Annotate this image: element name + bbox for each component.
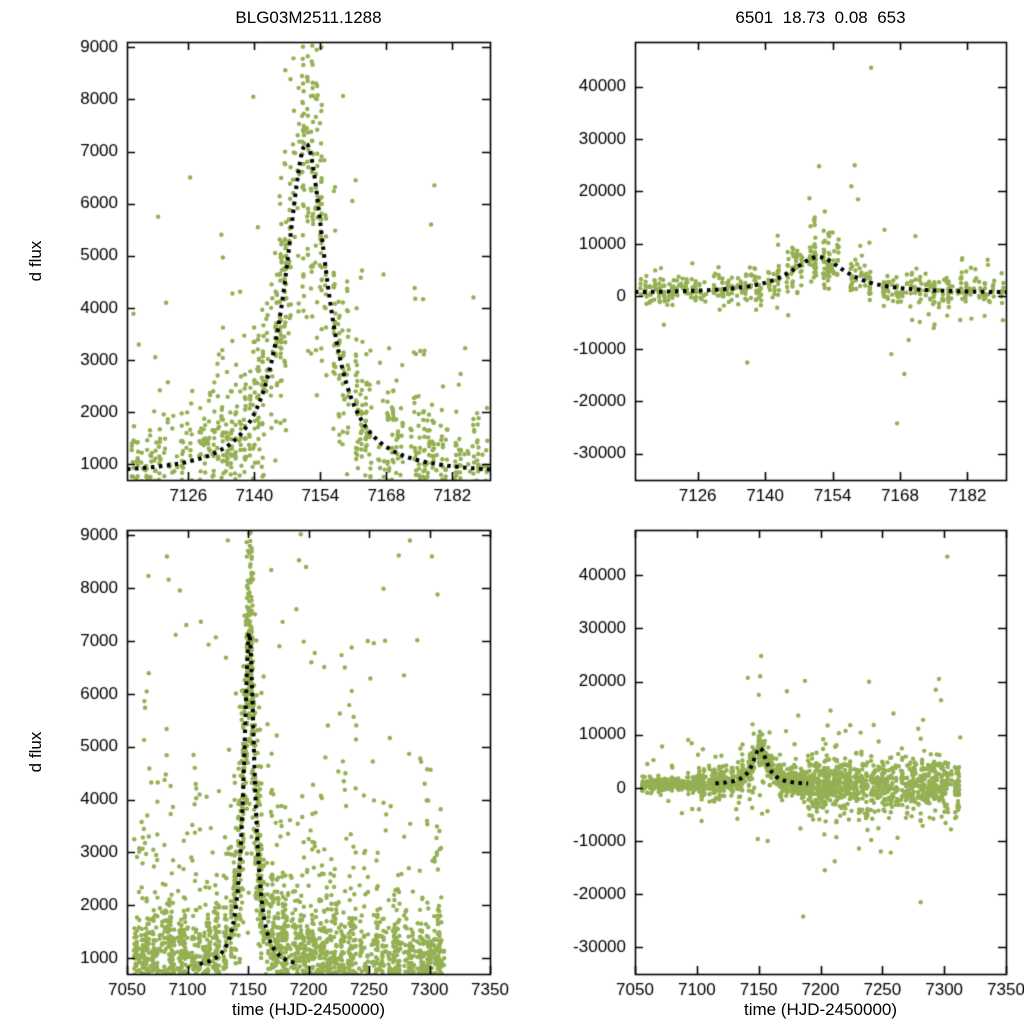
panel-top-left-title: BLG03M2511.1288 <box>235 8 382 27</box>
panel-bottom-left-ylabel: d flux <box>26 731 45 773</box>
panel-top-left-ylabel: d flux <box>26 240 45 282</box>
panel-bottom-right-xlabel: time (HJD-2450000) <box>743 1000 898 1019</box>
panel-bottom-left-xlabel: time (HJD-2450000) <box>231 1000 386 1019</box>
panel-top-right-title: 6501 18.73 0.08 653 <box>735 8 906 27</box>
